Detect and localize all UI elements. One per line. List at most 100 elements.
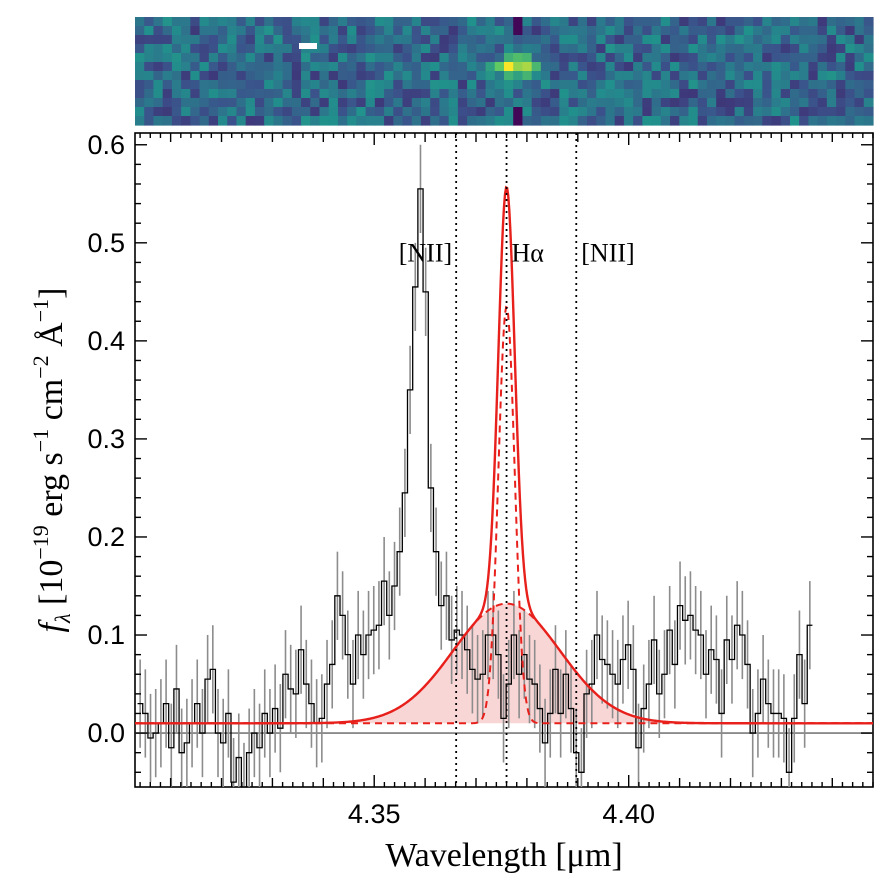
image-pixel xyxy=(550,89,560,99)
image-pixel xyxy=(725,53,736,63)
image-pixel xyxy=(808,116,819,126)
image-pixel xyxy=(605,89,616,99)
image-pixel xyxy=(356,107,367,117)
image-pixel xyxy=(670,17,680,27)
ylabel-exp3: −2 xyxy=(28,355,53,378)
image-pixel xyxy=(651,17,662,27)
image-pixel xyxy=(264,80,274,90)
image-pixel xyxy=(808,26,819,36)
image-pixel xyxy=(762,62,773,72)
image-pixel xyxy=(227,53,238,63)
image-pixel xyxy=(716,26,726,36)
image-pixel xyxy=(771,44,782,54)
image-pixel xyxy=(679,80,690,90)
image-pixel xyxy=(826,53,837,63)
image-pixel xyxy=(467,35,477,45)
image-pixel xyxy=(522,116,533,126)
image-pixel xyxy=(181,89,191,99)
image-pixel xyxy=(734,89,745,99)
image-pixel xyxy=(430,89,441,99)
image-pixel xyxy=(808,53,819,63)
image-pixel xyxy=(688,116,699,126)
image-pixel xyxy=(199,44,210,54)
image-pixel xyxy=(697,17,708,27)
image-pixel xyxy=(457,89,468,99)
image-pixel xyxy=(587,44,597,54)
image-pixel xyxy=(218,71,228,81)
image-pixel xyxy=(190,26,201,36)
image-pixel xyxy=(135,62,145,72)
image-pixel xyxy=(144,44,155,54)
image-pixel xyxy=(430,53,441,63)
image-pixel xyxy=(854,107,865,117)
image-pixel xyxy=(670,26,680,36)
image-pixel xyxy=(577,53,588,63)
image-pixel xyxy=(808,89,819,99)
image-pixel xyxy=(310,89,321,99)
image-pixel xyxy=(171,116,182,126)
image-pixel xyxy=(218,116,228,126)
image-pixel xyxy=(845,116,856,126)
y-tick-label: 0.4 xyxy=(87,326,125,356)
image-pixel xyxy=(337,53,348,63)
image-pixel xyxy=(282,35,293,45)
image-pixel xyxy=(430,98,441,108)
image-pixel xyxy=(836,26,846,36)
image-pixel xyxy=(522,107,533,117)
image-pixel xyxy=(605,62,616,72)
image-pixel xyxy=(199,107,210,117)
image-pixel xyxy=(863,17,874,27)
image-pixel xyxy=(374,71,385,81)
image-pixel xyxy=(762,53,773,63)
image-pixel xyxy=(245,107,256,117)
image-pixel xyxy=(513,116,524,126)
image-pixel xyxy=(356,26,367,36)
image-pixel xyxy=(614,71,625,81)
image-pixel xyxy=(504,44,514,54)
image-pixel xyxy=(577,44,588,54)
image-pixel xyxy=(301,26,311,36)
image-pixel xyxy=(439,71,450,81)
image-pixel xyxy=(337,71,348,81)
image-pixel xyxy=(623,89,634,99)
image-pixel xyxy=(476,17,487,27)
image-pixel xyxy=(688,53,699,63)
image-pixel xyxy=(836,98,846,108)
image-pixel xyxy=(863,71,874,81)
image-pixel xyxy=(393,17,404,27)
image-pixel xyxy=(670,53,680,63)
image-pixel xyxy=(531,116,542,126)
image-pixel xyxy=(670,71,680,81)
image-pixel xyxy=(347,35,357,45)
image-pixel xyxy=(679,53,690,63)
image-pixel xyxy=(218,98,228,108)
image-pixel xyxy=(845,89,856,99)
image-pixel xyxy=(365,80,376,90)
image-pixel xyxy=(633,35,643,45)
image-pixel xyxy=(135,44,145,54)
image-pixel xyxy=(605,35,616,45)
image-pixel xyxy=(208,107,219,117)
image-pixel xyxy=(162,17,173,27)
image-pixel xyxy=(780,17,791,27)
image-pixel xyxy=(374,35,385,45)
image-pixel xyxy=(550,98,560,108)
image-pixel xyxy=(153,53,164,63)
image-pixel xyxy=(587,71,597,81)
image-pixel xyxy=(420,17,431,27)
image-pixel xyxy=(734,44,745,54)
image-pixel xyxy=(208,53,219,63)
image-pixel xyxy=(273,71,284,81)
image-pixel xyxy=(789,116,800,126)
svg-text:fλ [10−19 erg s−1 cm−2 Å−1]: fλ [10−19 erg s−1 cm−2 Å−1] xyxy=(28,288,75,633)
image-pixel xyxy=(384,44,394,54)
image-pixel xyxy=(365,98,376,108)
image-pixel xyxy=(430,26,441,36)
image-pixel xyxy=(448,116,459,126)
image-pixel xyxy=(633,116,643,126)
image-pixel xyxy=(753,80,763,90)
image-pixel xyxy=(753,62,763,72)
image-pixel xyxy=(817,35,828,45)
image-pixel xyxy=(227,17,238,27)
image-pixel xyxy=(135,80,145,90)
